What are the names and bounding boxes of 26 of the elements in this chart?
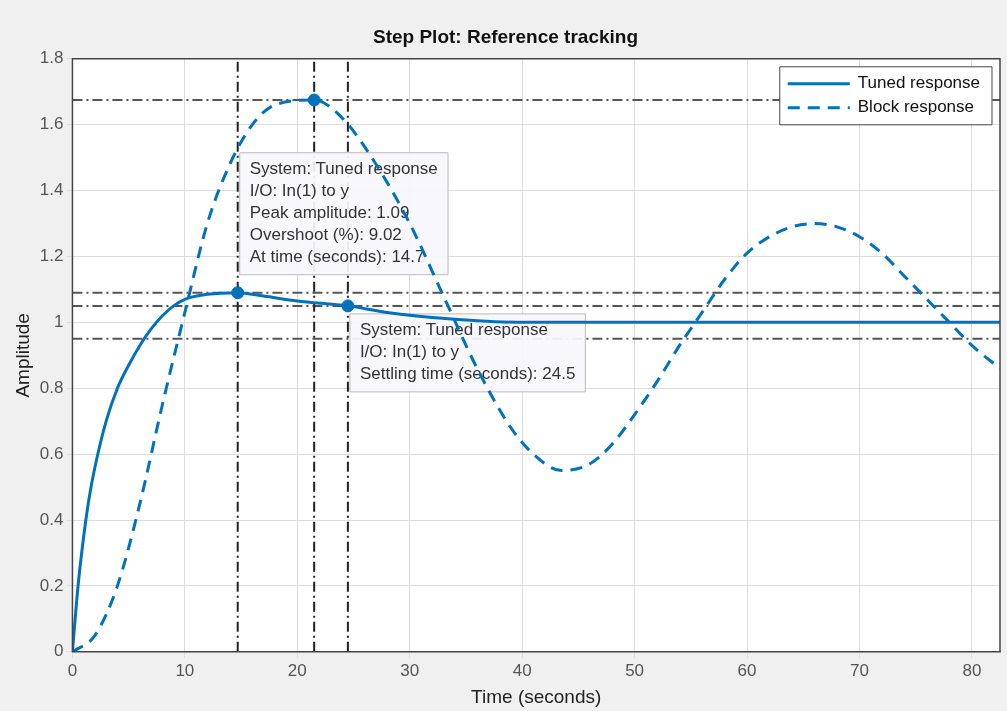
legend-label: Block response	[857, 97, 975, 117]
y-tick-label: 1.8	[39, 48, 64, 68]
x-tick-label: 80	[962, 660, 982, 680]
y-tick-label: 0	[53, 641, 64, 661]
x-axis-title: Time (seconds)	[471, 685, 602, 707]
y-tick-label: 1	[53, 312, 64, 332]
legend-label: Tuned response	[857, 73, 981, 93]
y-tick-label: 1.2	[39, 246, 64, 266]
x-tick-label: 40	[512, 660, 532, 680]
point	[307, 93, 321, 107]
y-tick-label: 0.4	[39, 509, 64, 529]
y-tick-label: 1.4	[39, 180, 64, 200]
y-tick-label: 1.6	[39, 114, 64, 134]
y-tick-label: 0.2	[39, 575, 64, 595]
x-tick-label: 30	[400, 660, 420, 680]
chart-title: Step Plot: Reference tracking	[372, 25, 639, 47]
annotation: System: Tuned response I/O: In(1) to y Settling time (seconds): 24.5	[359, 320, 576, 384]
x-tick-label: 70	[850, 660, 869, 680]
y-tick-label: 0.8	[39, 377, 64, 397]
x-tick-label: 10	[175, 660, 195, 680]
x-tick-label: 50	[625, 660, 645, 680]
y-axis-title: Amplitude	[11, 313, 33, 398]
x-tick-label: 60	[737, 660, 757, 680]
x-tick-label: 0	[67, 660, 78, 680]
x-tick-label: 20	[287, 660, 307, 680]
y-tick-label: 0.6	[39, 443, 64, 463]
